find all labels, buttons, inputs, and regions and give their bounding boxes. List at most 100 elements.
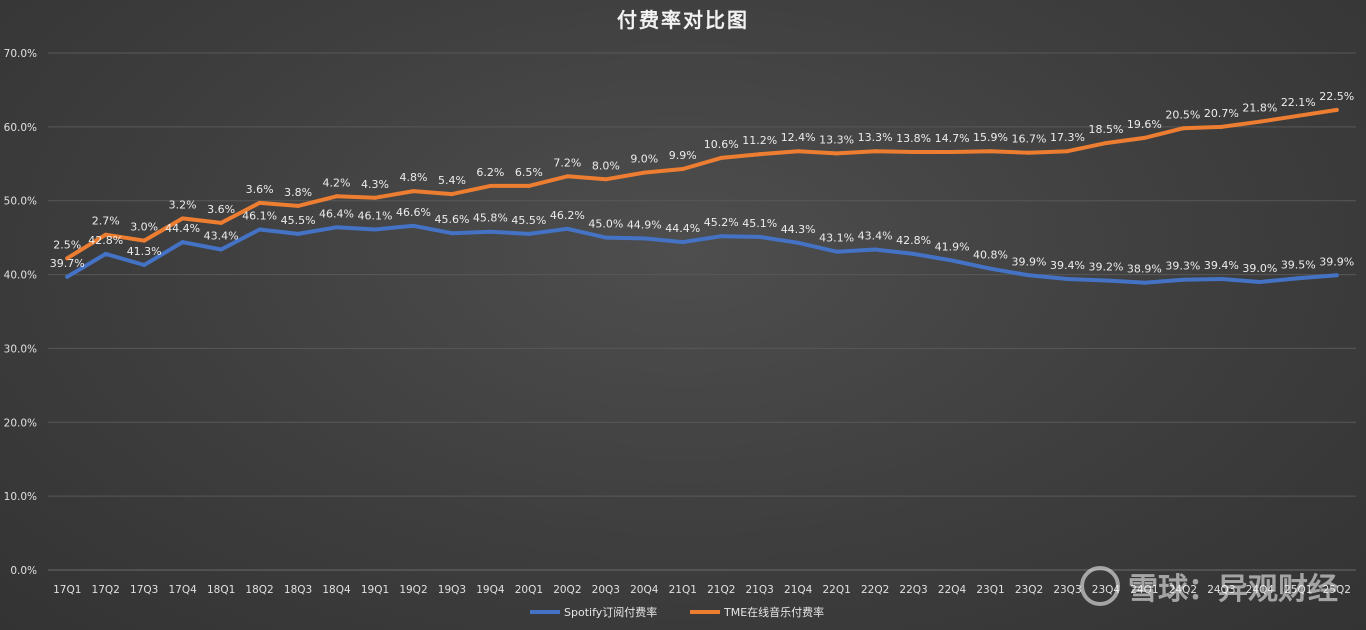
data-label: 20.7% — [1204, 107, 1239, 120]
data-point — [565, 226, 570, 231]
x-tick-label: 19Q2 — [399, 584, 427, 596]
data-label: 44.4% — [665, 222, 700, 235]
data-label: 3.2% — [169, 198, 197, 211]
snowball-logo-icon — [1080, 566, 1120, 606]
data-label: 13.8% — [896, 132, 931, 145]
data-point — [719, 155, 724, 160]
x-tick-label: 17Q3 — [130, 584, 158, 596]
data-point — [373, 195, 377, 200]
y-tick-label: 0.0% — [10, 565, 37, 577]
x-tick-label: 23Q2 — [1015, 584, 1043, 596]
data-point — [526, 231, 531, 236]
data-point — [219, 220, 224, 225]
data-point — [988, 266, 993, 271]
data-point — [1142, 135, 1147, 140]
data-label: 20.5% — [1165, 108, 1200, 121]
watermark: 雪球：异观财经 — [1080, 564, 1338, 608]
data-label: 39.9% — [1012, 255, 1047, 268]
data-point — [1296, 276, 1301, 281]
data-point — [1334, 273, 1339, 278]
x-tick-label: 17Q2 — [92, 584, 120, 596]
data-point — [1180, 277, 1185, 282]
x-tick-label: 23Q1 — [976, 584, 1004, 596]
data-label: 2.7% — [92, 215, 120, 228]
x-tick-label: 17Q1 — [53, 584, 81, 596]
data-point — [257, 200, 262, 205]
data-label: 9.0% — [630, 153, 658, 166]
x-tick-label: 20Q2 — [553, 584, 581, 596]
data-label: 39.9% — [1319, 255, 1354, 268]
data-label: 43.4% — [204, 229, 239, 242]
data-label: 16.7% — [1012, 133, 1047, 146]
data-label: 44.4% — [165, 222, 200, 235]
data-label: 6.2% — [476, 166, 504, 179]
chart-title: 付费率对比图 — [617, 8, 749, 32]
data-point — [796, 240, 801, 245]
data-point — [1027, 150, 1031, 155]
series-line-tme — [65, 107, 1339, 261]
data-label: 22.5% — [1319, 90, 1354, 103]
x-tick-label: 21Q4 — [784, 584, 813, 596]
data-label: 3.6% — [246, 183, 274, 196]
y-tick-label: 10.0% — [4, 491, 37, 503]
data-label: 22.1% — [1281, 96, 1316, 109]
data-label: 39.0% — [1242, 262, 1277, 275]
data-point — [1257, 279, 1262, 284]
data-label: 46.1% — [358, 210, 393, 223]
x-tick-label: 23Q3 — [1053, 584, 1081, 596]
data-label: 46.4% — [319, 207, 354, 220]
data-point — [219, 247, 224, 252]
data-point — [719, 234, 724, 239]
data-point — [142, 262, 147, 267]
x-tick-label: 20Q3 — [592, 584, 620, 596]
x-tick-label: 22Q2 — [861, 584, 889, 596]
y-tick-label: 50.0% — [4, 196, 37, 208]
x-tick-label: 24Q2 — [1169, 584, 1197, 596]
data-label: 45.8% — [473, 212, 508, 225]
data-label: 46.6% — [396, 206, 431, 219]
data-point — [1257, 119, 1262, 124]
x-tick-label: 24Q4 — [1246, 584, 1275, 596]
data-point — [680, 240, 685, 245]
data-label: 3.0% — [130, 221, 158, 234]
x-tick-label: 21Q2 — [707, 584, 735, 596]
data-label: 39.5% — [1281, 258, 1316, 271]
data-label: 39.2% — [1088, 260, 1123, 273]
data-point — [488, 229, 493, 234]
x-tick-label: 19Q1 — [361, 584, 389, 596]
series-line-spotify — [65, 223, 1339, 285]
data-point — [449, 192, 454, 197]
data-label: 39.4% — [1050, 259, 1085, 272]
watermark-text: 雪球：异观财经 — [1128, 572, 1338, 607]
data-point — [411, 189, 416, 194]
data-label: 4.8% — [399, 171, 427, 184]
data-label: 45.0% — [588, 218, 623, 231]
x-tick-label: 20Q4 — [630, 584, 659, 596]
data-label: 44.3% — [781, 223, 816, 236]
data-point — [1219, 277, 1224, 282]
data-point — [1296, 113, 1301, 118]
data-point — [180, 216, 185, 221]
x-tick-label: 19Q4 — [476, 584, 505, 596]
data-point — [1103, 278, 1108, 283]
y-tick-label: 70.0% — [4, 48, 37, 60]
data-label: 41.3% — [127, 245, 162, 258]
x-tick-label: 18Q4 — [322, 584, 351, 596]
legend-label: TME在线音乐付费率 — [723, 605, 824, 619]
data-point — [488, 183, 493, 188]
data-point — [757, 152, 762, 157]
data-point — [834, 151, 839, 156]
data-label: 14.7% — [935, 132, 970, 145]
y-tick-label: 20.0% — [4, 417, 37, 429]
data-point — [603, 235, 608, 240]
data-label: 3.6% — [207, 203, 235, 216]
x-tick-label: 21Q1 — [669, 584, 697, 596]
data-point — [373, 227, 377, 232]
data-point — [565, 174, 570, 179]
data-label: 2.5% — [53, 238, 81, 251]
data-point — [103, 251, 108, 256]
x-tick-label: 17Q4 — [168, 584, 197, 596]
data-label: 10.6% — [704, 138, 739, 151]
